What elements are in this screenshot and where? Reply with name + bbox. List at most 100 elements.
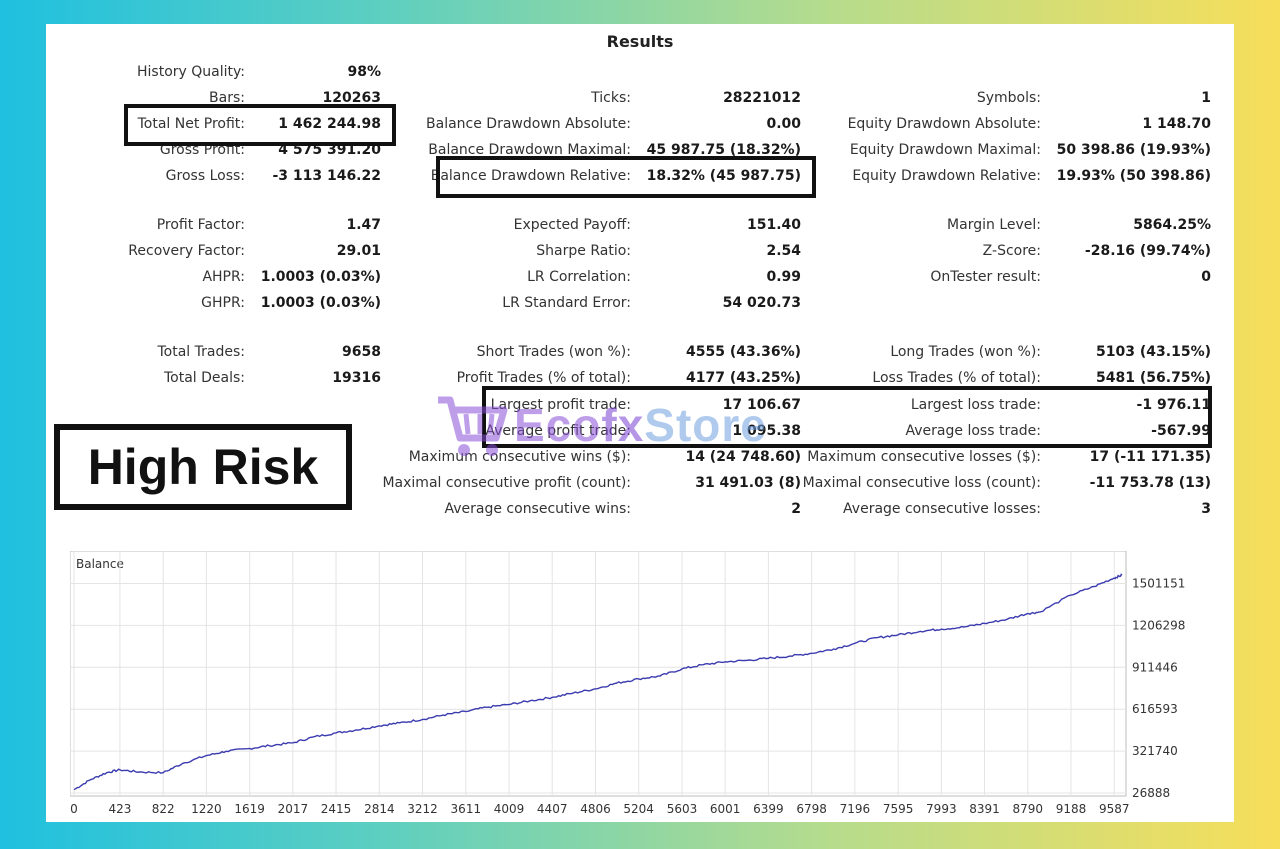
- profit-factor-label: Profit Factor:: [156, 217, 245, 233]
- recovery-factor-label: Recovery Factor:: [128, 243, 245, 259]
- x-tick-label: 1619: [234, 802, 265, 816]
- results-title: Results: [606, 32, 674, 51]
- balance-chart: Balance 26888 321740 616593 911446 1206298 15…: [70, 551, 1185, 816]
- ghpr-label: GHPR:: [201, 295, 245, 311]
- largest-profit-trade-label: Largest profit trade:: [490, 397, 631, 413]
- total-deals-value: 19316: [332, 370, 381, 386]
- recovery-factor-value: 29.01: [336, 243, 381, 259]
- largest-loss-trade-value: -1 976.11: [1136, 397, 1211, 413]
- x-tick-label: 6798: [796, 802, 827, 816]
- equity-drawdown-relative-value: 19.93% (50 398.86): [1056, 168, 1211, 184]
- history-quality-label: History Quality:: [137, 64, 245, 80]
- ahpr-value: 1.0003 (0.03%): [260, 269, 381, 285]
- x-tick-label: 7993: [926, 802, 957, 816]
- gross-profit-label: Gross Profit:: [159, 142, 245, 158]
- total-trades-label: Total Trades:: [157, 344, 246, 360]
- total-trades-value: 9658: [342, 344, 381, 360]
- x-tick-label: 4407: [537, 802, 568, 816]
- balance-drawdown-maximal-label: Balance Drawdown Maximal:: [428, 142, 631, 158]
- ontester-result-value: 0: [1201, 269, 1211, 285]
- equity-drawdown-maximal-label: Equity Drawdown Maximal:: [849, 142, 1041, 158]
- symbols-value: 1: [1201, 90, 1211, 106]
- x-tick-label: 8790: [1013, 802, 1044, 816]
- total-net-profit-value: 1 462 244.98: [278, 116, 381, 132]
- sharpe-ratio-value: 2.54: [766, 243, 801, 259]
- y-tick-label: 26888: [1132, 786, 1170, 800]
- high-risk-label: High Risk: [54, 424, 352, 510]
- balance-drawdown-absolute-value: 0.00: [766, 116, 801, 132]
- bars-value: 120263: [322, 90, 381, 106]
- average-loss-trade-label: Average loss trade:: [905, 423, 1041, 439]
- x-tick-label: 9587: [1099, 802, 1130, 816]
- chart-grid: [70, 551, 1126, 796]
- ticks-label: Ticks:: [591, 90, 631, 106]
- largest-loss-trade-label: Largest loss trade:: [910, 397, 1041, 413]
- balance-drawdown-relative-label: Balance Drawdown Relative:: [430, 168, 631, 184]
- average-consecutive-wins-value: 2: [791, 501, 801, 517]
- chart-x-ticks: 0 423 822 1220 1619 2017 2415 2814 3212 3611 4009 4…: [70, 802, 1129, 816]
- x-tick-label: 6001: [710, 802, 741, 816]
- maximal-consecutive-profit-value: 31 491.03 (8): [695, 475, 801, 491]
- short-trades-value: 4555 (43.36%): [686, 344, 801, 360]
- equity-drawdown-maximal-value: 50 398.86 (19.93%): [1056, 142, 1211, 158]
- lr-correlation-label: LR Correlation:: [527, 269, 631, 285]
- maximal-consecutive-profit-label: Maximal consecutive profit (count):: [382, 475, 631, 491]
- x-tick-label: 6399: [753, 802, 784, 816]
- lr-standard-error-label: LR Standard Error:: [502, 295, 631, 311]
- max-consecutive-losses-value: 17 (-11 171.35): [1089, 449, 1211, 465]
- sharpe-ratio-label: Sharpe Ratio:: [536, 243, 631, 259]
- y-tick-label: 1206298: [1132, 618, 1185, 632]
- maximal-consecutive-loss-label: Maximal consecutive loss (count):: [802, 475, 1041, 491]
- history-quality-value: 98%: [347, 64, 381, 80]
- max-consecutive-losses-label: Maximum consecutive losses ($):: [807, 449, 1041, 465]
- balance-drawdown-maximal-value: 45 987.75 (18.32%): [646, 142, 801, 158]
- symbols-label: Symbols:: [976, 90, 1041, 106]
- gross-loss-value: -3 113 146.22: [272, 168, 381, 184]
- chart-y-ticks: 26888 321740 616593 911446 1206298 1501151: [1132, 576, 1185, 800]
- long-trades-label: Long Trades (won %):: [890, 344, 1041, 360]
- x-tick-label: 3212: [407, 802, 438, 816]
- results-panel: Results History Quality: 98% Bars: 12026…: [46, 24, 1234, 822]
- ghpr-value: 1.0003 (0.03%): [260, 295, 381, 311]
- bars-label: Bars:: [209, 90, 245, 106]
- x-tick-label: 7196: [840, 802, 871, 816]
- profit-trades-value: 4177 (43.25%): [686, 370, 801, 386]
- average-consecutive-losses-value: 3: [1201, 501, 1211, 517]
- equity-drawdown-absolute-label: Equity Drawdown Absolute:: [847, 116, 1041, 132]
- long-trades-value: 5103 (43.15%): [1096, 344, 1211, 360]
- x-tick-label: 7595: [883, 802, 914, 816]
- profit-factor-value: 1.47: [346, 217, 381, 233]
- chart-plot-area: [70, 551, 1127, 797]
- x-tick-label: 822: [152, 802, 175, 816]
- ticks-value: 28221012: [723, 90, 801, 106]
- lr-correlation-value: 0.99: [766, 269, 801, 285]
- x-tick-label: 3611: [451, 802, 482, 816]
- balance-drawdown-absolute-label: Balance Drawdown Absolute:: [426, 116, 631, 132]
- x-tick-label: 5204: [623, 802, 654, 816]
- y-tick-label: 616593: [1132, 702, 1178, 716]
- loss-trades-value: 5481 (56.75%): [1096, 370, 1211, 386]
- total-deals-label: Total Deals:: [163, 370, 245, 386]
- x-tick-label: 8391: [969, 802, 1000, 816]
- max-consecutive-wins-label: Maximum consecutive wins ($):: [408, 449, 631, 465]
- loss-trades-label: Loss Trades (% of total):: [872, 370, 1041, 386]
- largest-profit-trade-value: 17 106.67: [722, 397, 801, 413]
- x-tick-label: 2415: [321, 802, 352, 816]
- average-consecutive-wins-label: Average consecutive wins:: [444, 501, 631, 517]
- x-tick-label: 4806: [580, 802, 611, 816]
- expected-payoff-label: Expected Payoff:: [513, 217, 631, 233]
- ontester-result-label: OnTester result:: [930, 269, 1041, 285]
- balance-drawdown-relative-value: 18.32% (45 987.75): [646, 168, 801, 184]
- max-consecutive-wins-value: 14 (24 748.60): [685, 449, 801, 465]
- y-tick-label: 1501151: [1132, 576, 1185, 590]
- x-tick-label: 423: [108, 802, 131, 816]
- profit-trades-label: Profit Trades (% of total):: [456, 370, 631, 386]
- x-tick-label: 2017: [278, 802, 309, 816]
- y-tick-label: 321740: [1132, 744, 1178, 758]
- chart-title: Balance: [76, 557, 124, 571]
- x-tick-label: 5603: [667, 802, 698, 816]
- short-trades-label: Short Trades (won %):: [476, 344, 631, 360]
- equity-drawdown-absolute-value: 1 148.70: [1142, 116, 1211, 132]
- total-net-profit-label: Total Net Profit:: [137, 116, 245, 132]
- expected-payoff-value: 151.40: [746, 217, 801, 233]
